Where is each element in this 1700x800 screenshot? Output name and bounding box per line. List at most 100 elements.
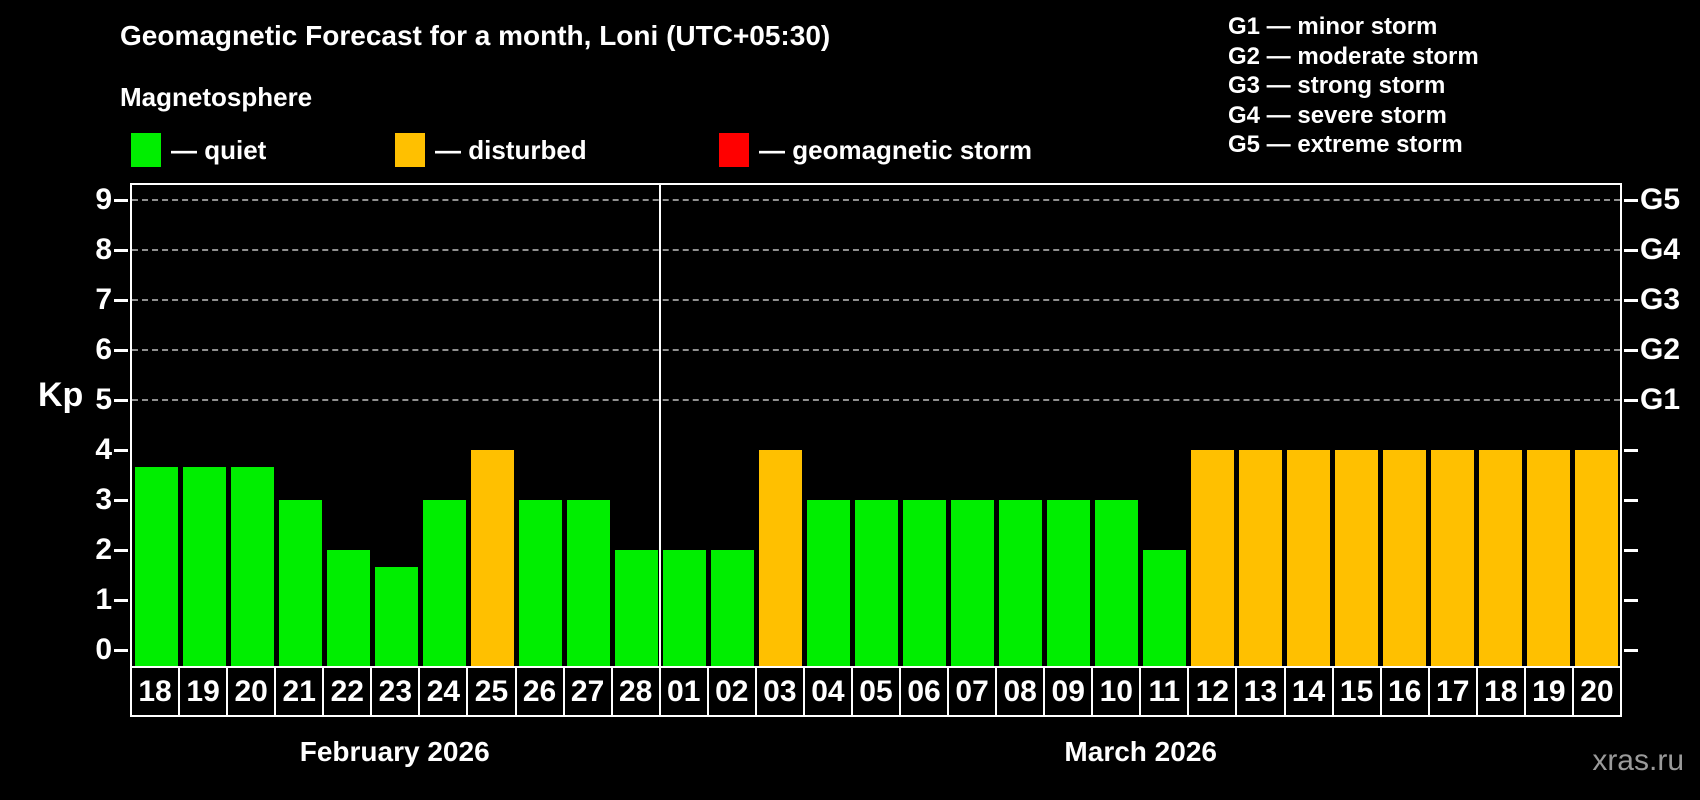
kp-bar bbox=[710, 550, 754, 666]
y-tick-label-2: 2 bbox=[95, 533, 112, 566]
y-tick-right-4 bbox=[1624, 448, 1638, 452]
kp-bar bbox=[614, 550, 658, 666]
y-tick-left-5 bbox=[114, 398, 128, 402]
kp-bar bbox=[1478, 450, 1522, 666]
day-label-cell: 11 bbox=[1139, 666, 1190, 717]
day-label-cell: 15 bbox=[1331, 666, 1382, 717]
day-label-cell: 23 bbox=[370, 666, 421, 717]
storm-color-swatch bbox=[719, 133, 749, 167]
y-tick-label-4: 4 bbox=[95, 433, 112, 466]
day-label-cell: 19 bbox=[178, 666, 229, 717]
y-tick-left-4 bbox=[114, 448, 128, 452]
kp-bar bbox=[326, 550, 370, 666]
g-label-g5: G5 bbox=[1640, 183, 1681, 216]
gridline-g3 bbox=[132, 299, 1620, 301]
day-label-cell: 06 bbox=[899, 666, 950, 717]
day-label-cell: 27 bbox=[562, 666, 613, 717]
storm-scale-legend: G1 — minor storm G2 — moderate storm G3 … bbox=[1228, 12, 1479, 160]
y-tick-right-8 bbox=[1624, 248, 1638, 252]
kp-bar bbox=[758, 450, 802, 666]
kp-bar bbox=[1382, 450, 1426, 666]
chart-plot-inner bbox=[114, 185, 1638, 666]
g-label-g2: G2 bbox=[1640, 333, 1681, 366]
y-tick-label-3: 3 bbox=[95, 483, 112, 516]
y-tick-right-0 bbox=[1624, 648, 1638, 652]
day-label-cell: 19 bbox=[1523, 666, 1574, 717]
g-label-g1: G1 bbox=[1640, 383, 1681, 416]
watermark: xras.ru bbox=[1592, 744, 1684, 777]
day-label-cell: 01 bbox=[658, 666, 709, 717]
y-tick-label-9: 9 bbox=[95, 183, 112, 216]
month-separator-line bbox=[659, 185, 661, 666]
day-label-cell: 02 bbox=[706, 666, 757, 717]
month-label-february: February 2026 bbox=[299, 736, 490, 767]
storm-scale-g3: G3 — strong storm bbox=[1228, 72, 1446, 99]
kp-bar bbox=[1526, 450, 1570, 666]
y-tick-label-0: 0 bbox=[95, 633, 112, 666]
y-tick-left-2 bbox=[114, 548, 128, 552]
chart-plot-area bbox=[114, 183, 1638, 668]
gridline-g4 bbox=[132, 249, 1620, 251]
kp-bar bbox=[1190, 450, 1234, 666]
kp-bar bbox=[566, 500, 610, 666]
y-tick-right-2 bbox=[1624, 548, 1638, 552]
day-label-cell: 03 bbox=[754, 666, 805, 717]
x-axis-day-labels: 18 19 20 21 22 23 24 25 26 27 28 01 02 03 04 05 06 07 08 09… bbox=[130, 666, 1622, 717]
month-label-march: March 2026 bbox=[1064, 736, 1217, 767]
day-label-cell: 14 bbox=[1283, 666, 1334, 717]
y-tick-left-1 bbox=[114, 598, 128, 602]
y-tick-label-8: 8 bbox=[95, 233, 112, 266]
day-label-cell: 26 bbox=[514, 666, 565, 717]
day-label-cell: 13 bbox=[1235, 666, 1286, 717]
day-label-cell: 17 bbox=[1427, 666, 1478, 717]
day-label-cell: 20 bbox=[1571, 666, 1622, 717]
kp-bar bbox=[806, 500, 850, 666]
storm-scale-g5: G5 — extreme storm bbox=[1228, 131, 1463, 158]
kp-bar bbox=[1574, 450, 1618, 666]
day-label-cell: 28 bbox=[610, 666, 661, 717]
day-label-cell: 04 bbox=[802, 666, 853, 717]
kp-bar bbox=[1286, 450, 1330, 666]
day-label-cell: 21 bbox=[274, 666, 325, 717]
kp-bar bbox=[1142, 550, 1186, 666]
y-tick-right-1 bbox=[1624, 598, 1638, 602]
y-tick-left-6 bbox=[114, 348, 128, 352]
day-label-cell: 16 bbox=[1379, 666, 1430, 717]
legend-label-storm: — geomagnetic storm bbox=[759, 134, 1033, 165]
y-tick-left-0 bbox=[114, 648, 128, 652]
kp-bar bbox=[374, 566, 418, 666]
kp-bar bbox=[1238, 450, 1282, 666]
y-tick-right-5 bbox=[1624, 398, 1638, 402]
y-tick-label-1: 1 bbox=[95, 583, 112, 616]
magnetosphere-label: Magnetosphere bbox=[120, 82, 313, 112]
y-axis-label: Kp bbox=[38, 376, 84, 414]
day-label-cell: 24 bbox=[418, 666, 469, 717]
gridline-g2 bbox=[132, 349, 1620, 351]
kp-bar bbox=[902, 500, 946, 666]
day-label-cell: 22 bbox=[322, 666, 373, 717]
y-tick-right-7 bbox=[1624, 298, 1638, 302]
day-label-cell: 08 bbox=[995, 666, 1046, 717]
kp-bar bbox=[998, 500, 1042, 666]
day-label-cell: 10 bbox=[1091, 666, 1142, 717]
day-label-cell: 25 bbox=[466, 666, 517, 717]
kp-bar bbox=[470, 450, 514, 666]
gridline-g1 bbox=[132, 399, 1620, 401]
kp-bar bbox=[278, 500, 322, 666]
kp-bar bbox=[1046, 500, 1090, 666]
y-tick-label-5: 5 bbox=[95, 383, 112, 416]
g-label-g4: G4 bbox=[1640, 233, 1681, 266]
y-tick-left-8 bbox=[114, 248, 128, 252]
kp-bar bbox=[1334, 450, 1378, 666]
y-tick-left-3 bbox=[114, 498, 128, 502]
legend-label-disturbed: — disturbed bbox=[435, 134, 587, 165]
kp-bar bbox=[422, 500, 466, 666]
quiet-color-swatch bbox=[131, 133, 161, 167]
day-label-cell: 18 bbox=[1475, 666, 1526, 717]
day-label-cell: 09 bbox=[1043, 666, 1094, 717]
storm-scale-g2: G2 — moderate storm bbox=[1228, 42, 1479, 70]
kp-bar bbox=[950, 500, 994, 666]
legend-item-storm: — geomagnetic storm bbox=[719, 133, 1032, 167]
day-label-cell: 18 bbox=[130, 666, 181, 717]
kp-bar bbox=[134, 466, 178, 666]
